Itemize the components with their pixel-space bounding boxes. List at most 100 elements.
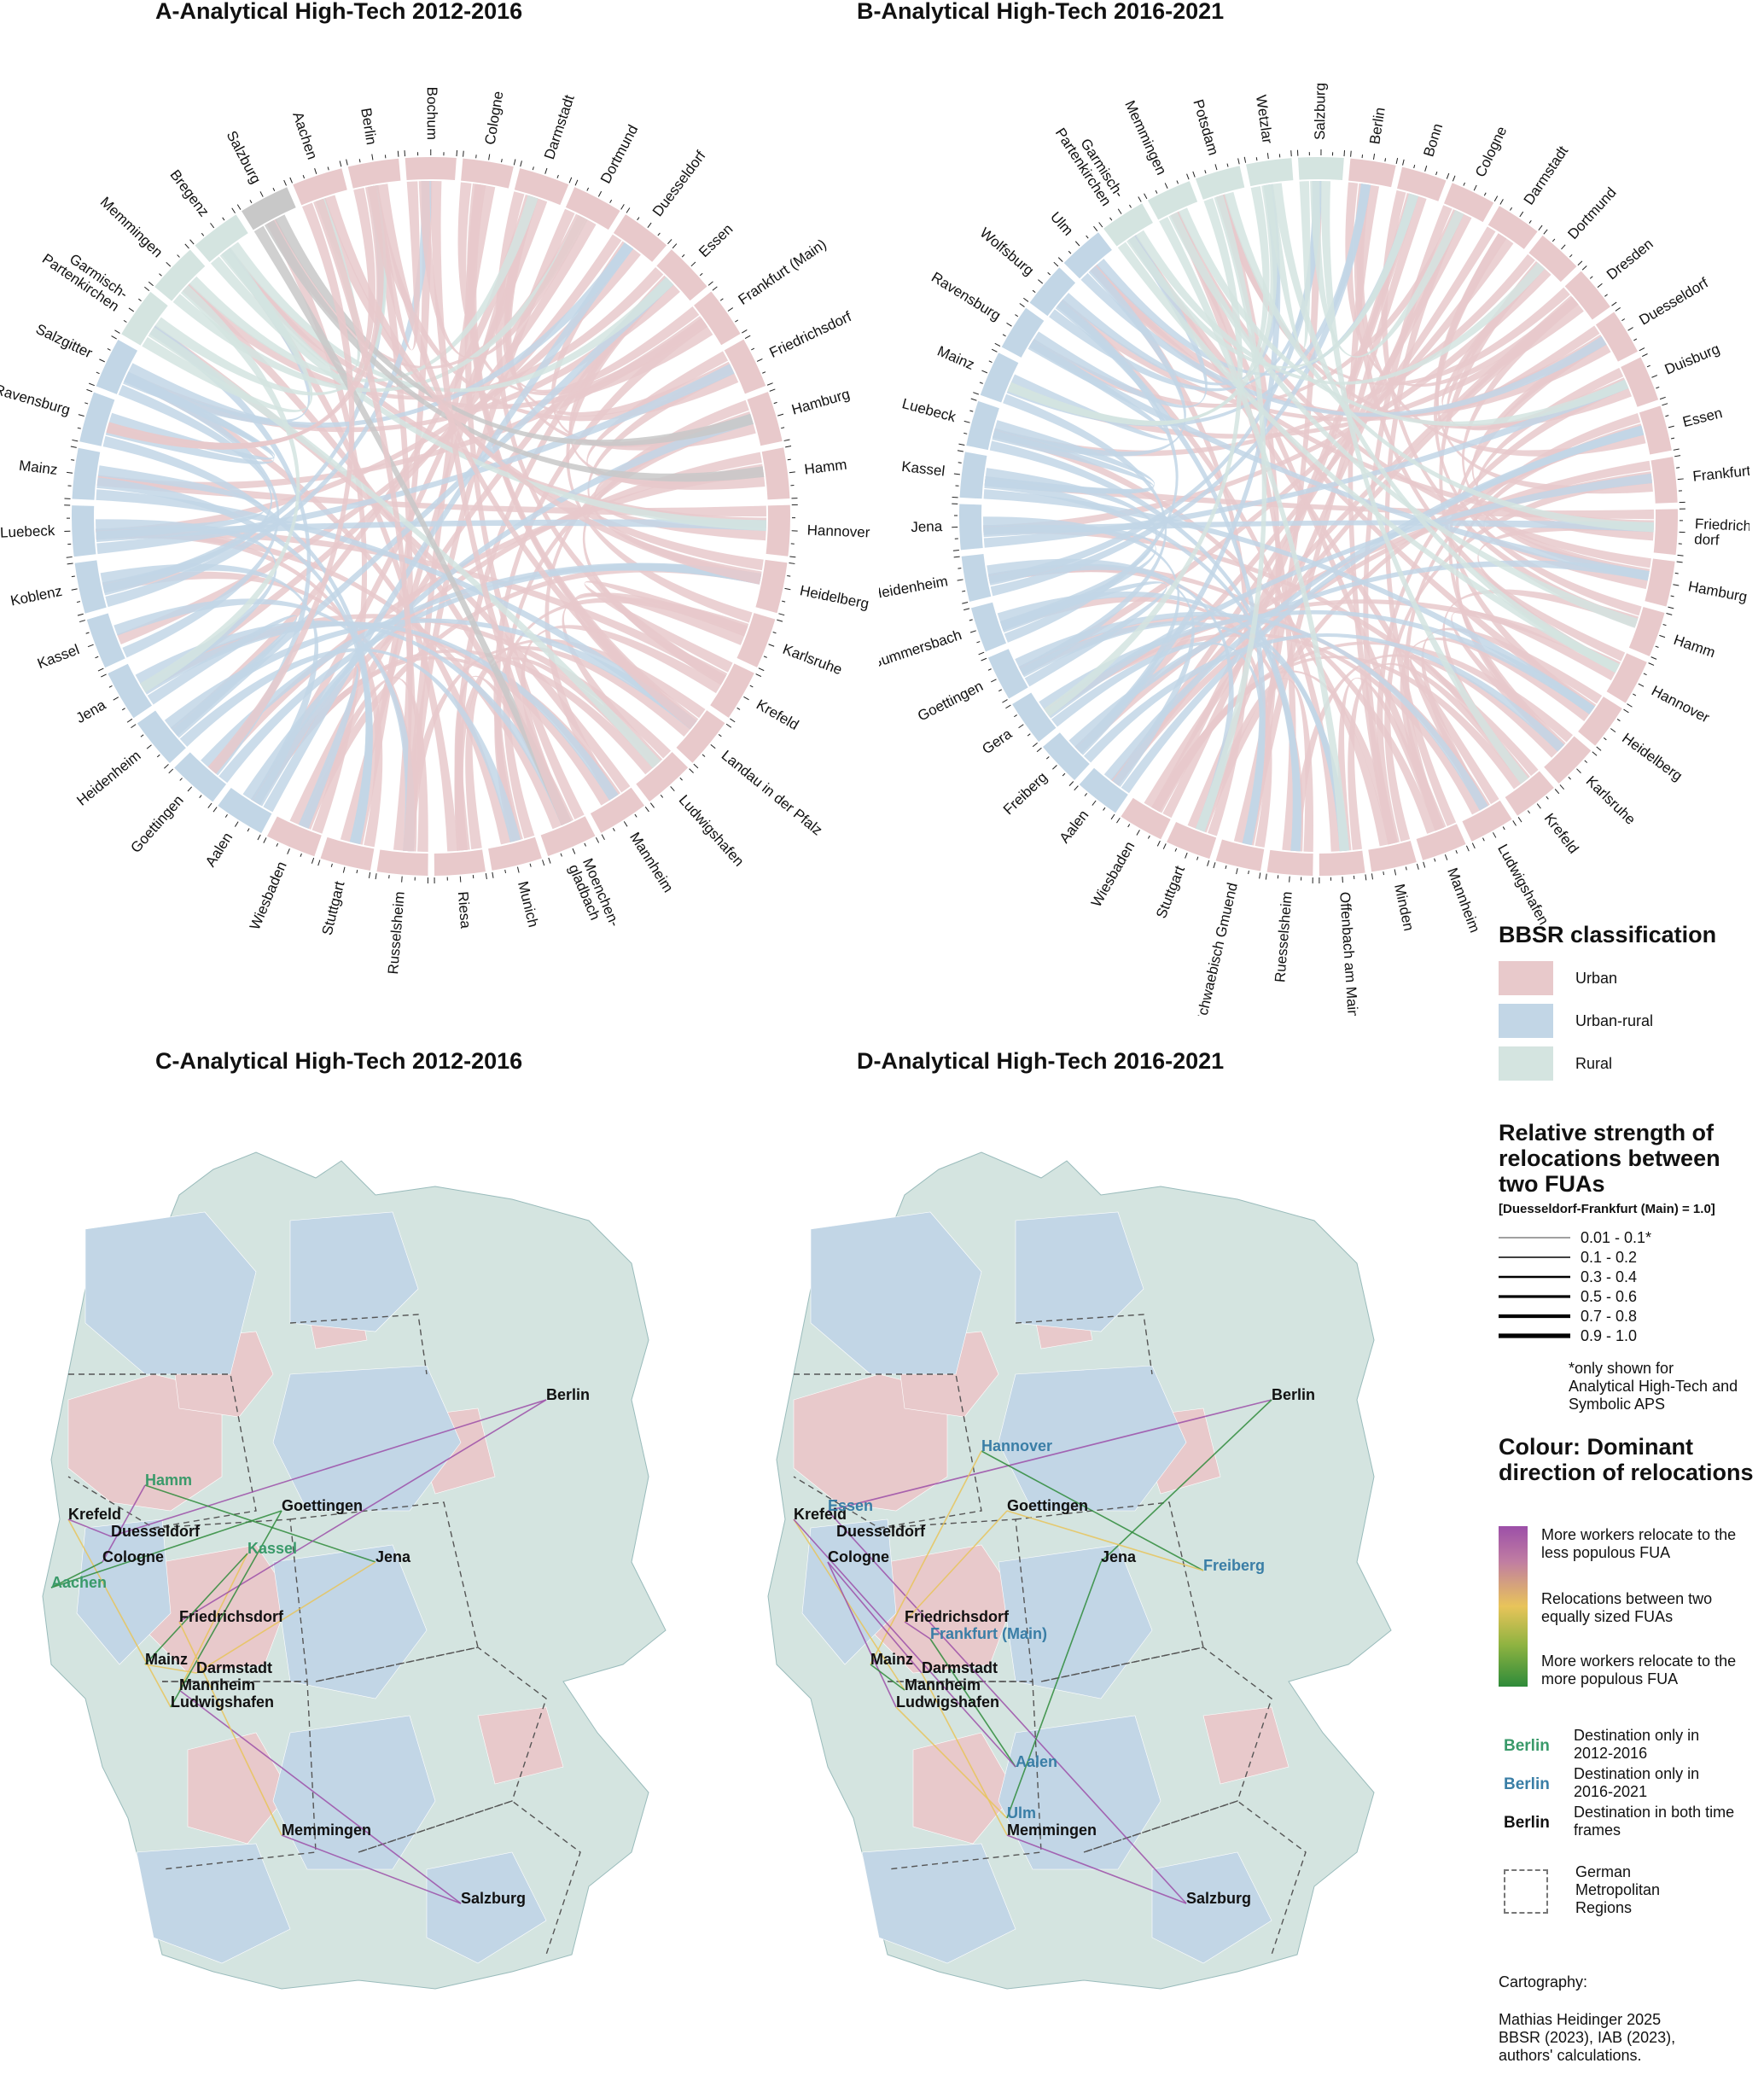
chord-a-tick-35-3 bbox=[272, 187, 276, 191]
chord-b-tick-35-3 bbox=[1015, 314, 1019, 318]
chord-b-tick-6-3 bbox=[1633, 338, 1638, 341]
map-d-metro-border-4 bbox=[887, 1681, 1042, 1870]
chord-a-tick-26-1 bbox=[95, 656, 99, 659]
chord-b-tick-28-2 bbox=[991, 679, 997, 683]
chord-b-sector-8 bbox=[1639, 405, 1672, 455]
map-c-flow-12 bbox=[178, 1689, 462, 1904]
chord-a-chord-23-32 bbox=[149, 324, 311, 776]
chord-b-label-36: Wolfsburg bbox=[976, 224, 1037, 279]
chord-a-label-6: Friedrichsdorf bbox=[767, 309, 854, 362]
chord-a-tick-13-0 bbox=[725, 723, 732, 728]
chord-b-label-13: Hannover bbox=[1649, 683, 1712, 726]
chord-b-label-1: Bonn bbox=[1421, 122, 1447, 160]
chord-a-tick-15-1 bbox=[634, 813, 637, 818]
chord-b-sector-11 bbox=[1645, 558, 1675, 607]
chord-a-tick-25-0 bbox=[126, 718, 133, 723]
chord-a-sector-29 bbox=[72, 447, 101, 500]
chord-b-sector-21 bbox=[1266, 849, 1313, 876]
chord-b-tick-17-4 bbox=[1471, 842, 1476, 849]
map-c-flow-13 bbox=[170, 1510, 282, 1708]
chord-b-sector-23 bbox=[1167, 821, 1217, 860]
chord-b-sector-15 bbox=[1544, 736, 1592, 784]
chord-b-sector-13 bbox=[1606, 653, 1647, 703]
map-c-city-14: Memmingen bbox=[282, 1821, 371, 1839]
chord-b-tick-36-4 bbox=[1053, 261, 1059, 267]
map-d-city-4: Duesseldorf bbox=[836, 1523, 926, 1540]
map-d-flow-15 bbox=[793, 1518, 1016, 1768]
chord-b-tick-13-4 bbox=[1627, 703, 1633, 708]
chord-b-tick-7-4 bbox=[1659, 396, 1666, 400]
chord-b-sector-33 bbox=[966, 400, 999, 451]
chord-b-chord-31-10 bbox=[983, 520, 1654, 538]
chord-a-tick-15-0 bbox=[644, 807, 649, 813]
chord-b-tick-15-3 bbox=[1568, 776, 1571, 780]
chord-a-tick-17-4 bbox=[492, 871, 494, 878]
rural-swatch bbox=[1499, 1046, 1553, 1081]
chord-b-tick-24-3 bbox=[1127, 824, 1131, 828]
chord-b-label-16: Krefeld bbox=[1540, 811, 1581, 857]
chord-a-tick-11-0 bbox=[777, 619, 783, 622]
chord-b-tick-19-4 bbox=[1371, 873, 1373, 880]
chord-b-tick-26-4 bbox=[1036, 747, 1042, 753]
chord-b-tick-37-3 bbox=[1086, 235, 1089, 239]
chord-a-tick-30-3 bbox=[84, 402, 89, 405]
chord-b-tick-5-4 bbox=[1611, 301, 1617, 306]
chord-a-tick-33-1 bbox=[159, 273, 162, 277]
chord-b-sector-7 bbox=[1621, 357, 1659, 407]
chord-a-sector-4 bbox=[656, 249, 707, 301]
chord-b-tick-26-3 bbox=[1045, 756, 1050, 760]
chord-b-tick-17-1 bbox=[1502, 826, 1505, 831]
chord-b-tick-6-2 bbox=[1627, 327, 1633, 331]
chord-a-chord-12-11 bbox=[584, 580, 748, 673]
chord-a-label-17: Munich bbox=[515, 880, 542, 930]
chord-a-sector-25 bbox=[108, 663, 153, 719]
map-c-city-12: Mannheim bbox=[179, 1676, 255, 1693]
map-d-flow-12 bbox=[827, 1561, 923, 1674]
chord-a-tick-21-4 bbox=[263, 837, 267, 843]
chord-a-sector-28 bbox=[71, 505, 96, 557]
chord-b-tick-32-4 bbox=[957, 450, 964, 452]
chord-b-label-34: Mainz bbox=[934, 343, 976, 373]
chord-a-tick-36-2 bbox=[314, 168, 317, 175]
chord-b-tick-19-0 bbox=[1416, 863, 1419, 870]
chord-a-tick-12-0 bbox=[755, 673, 762, 678]
urban-rural-label: Urban-rural bbox=[1575, 1012, 1654, 1029]
chord-b-label-23: Stuttgart bbox=[1153, 864, 1188, 921]
chord-b-chord-27-14 bbox=[1039, 609, 1595, 714]
chord-b-tick-7-3 bbox=[1656, 386, 1660, 389]
chord-a-tick-23-0 bbox=[207, 802, 212, 808]
credit-text: Mathias Heidinger 2025 BBSR (2023), IAB … bbox=[1499, 2011, 1676, 2064]
chord-a-tick-1-4 bbox=[568, 177, 573, 184]
chord-a-label-20: Stuttgart bbox=[319, 879, 348, 936]
map-c-flow-15 bbox=[281, 1834, 462, 1904]
map-d-city-6: Cologne bbox=[828, 1548, 889, 1565]
chord-b-chord-33-32 bbox=[984, 430, 1155, 494]
map-c-metro-border-4 bbox=[161, 1681, 317, 1870]
dest-sample-2012: Berlin bbox=[1504, 1737, 1550, 1755]
map-d-city-13: Mannheim bbox=[905, 1676, 981, 1693]
chord-a-tick-21-1 bbox=[300, 853, 302, 857]
chord-b-tick-15-1 bbox=[1584, 760, 1588, 763]
chord-a-tick-5-1 bbox=[719, 298, 724, 301]
chord-a-tick-13-4 bbox=[693, 763, 699, 769]
chord-b-tick-4-4 bbox=[1577, 260, 1583, 266]
map-c-region-4 bbox=[187, 1732, 291, 1845]
map-c-city-0: Berlin bbox=[546, 1386, 590, 1403]
chord-b-tick-15-0 bbox=[1592, 751, 1598, 756]
chord-a-tick-11-4 bbox=[758, 667, 765, 672]
chord-b-chord-37-33 bbox=[992, 265, 1186, 457]
chord-b-tick-12-4 bbox=[1650, 656, 1657, 660]
chord-b-chord-30-0 bbox=[990, 184, 1371, 597]
chord-b-label-0: Berlin bbox=[1367, 107, 1388, 146]
chord-b-tick-41-0 bbox=[1243, 156, 1247, 163]
chord-a-tick-13-3 bbox=[702, 754, 706, 757]
chord-b-tick-27-4 bbox=[1005, 704, 1011, 709]
chord-b-tick-22-2 bbox=[1236, 868, 1238, 875]
map-d-city-17: Memmingen bbox=[1007, 1821, 1097, 1839]
chord-b-sector-38 bbox=[1103, 203, 1153, 247]
chord-a-sector-18 bbox=[434, 849, 486, 876]
chord-b-chord-33-32 bbox=[984, 420, 1156, 493]
map-d-region-13 bbox=[861, 1843, 1016, 1964]
chord-a-tick-26-2 bbox=[87, 644, 94, 648]
chord-b-tick-5-3 bbox=[1604, 294, 1608, 297]
